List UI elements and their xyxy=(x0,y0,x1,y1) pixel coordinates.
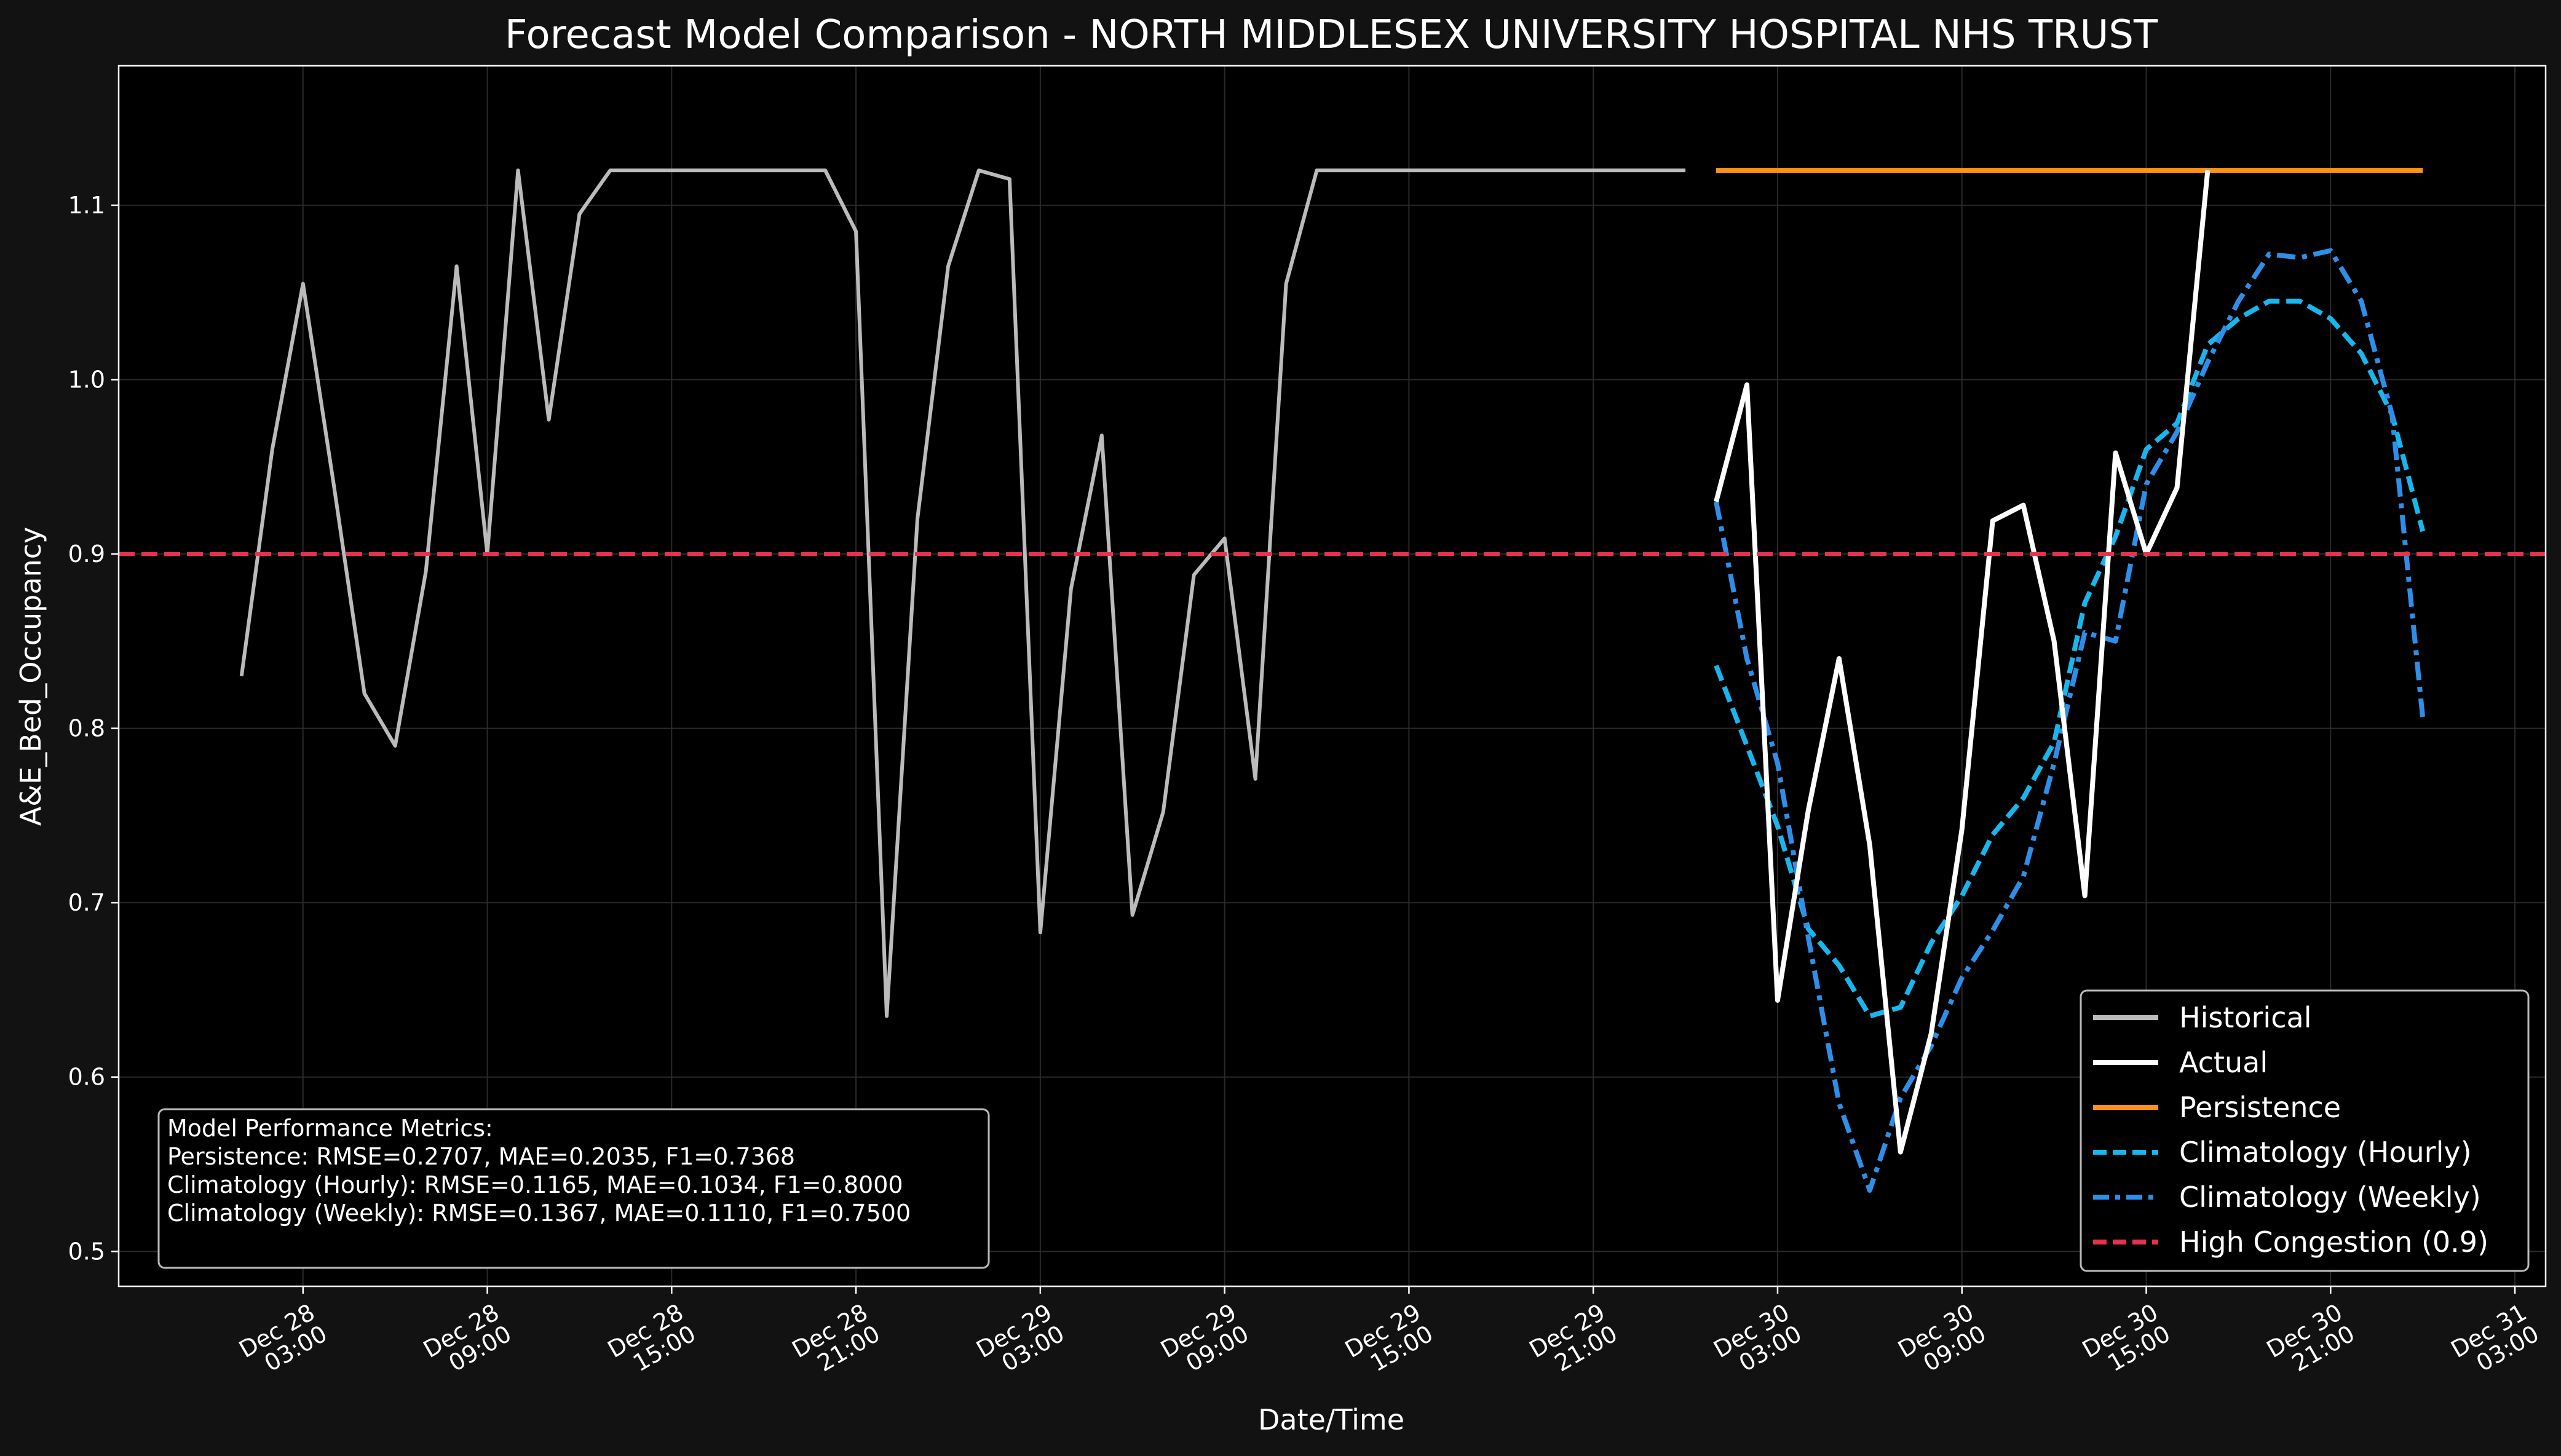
legend-label: High Congestion (0.9) xyxy=(2179,1225,2488,1259)
legend-label: Climatology (Weekly) xyxy=(2179,1181,2481,1214)
series-line-historical xyxy=(239,168,1686,1018)
y-tick-label: 0.9 xyxy=(68,540,105,568)
legend-label: Actual xyxy=(2179,1046,2268,1079)
grid-lines xyxy=(119,66,2546,1286)
metrics-title: Model Performance Metrics: xyxy=(167,1115,493,1142)
y-axis: 0.5 0.6 0.7 0.8 0.9 1.0 1.1 xyxy=(68,192,119,1265)
series-line-climatology-hourly xyxy=(1714,298,2426,1019)
metrics-box-frame xyxy=(157,1108,990,1269)
y-tick-label: 0.7 xyxy=(68,889,105,916)
legend-label: Historical xyxy=(2179,1001,2311,1034)
x-axis-label: Date/Time xyxy=(1258,1403,1404,1436)
legend-label: Climatology (Hourly) xyxy=(2179,1136,2472,1169)
y-axis-label: A&E_Bed_Occupancy xyxy=(14,527,47,826)
legend-label: Persistence xyxy=(2179,1091,2341,1124)
y-tick-label: 0.5 xyxy=(68,1238,105,1265)
series-line-actual xyxy=(1714,170,2211,1155)
series-line-climatology-weekly xyxy=(1714,248,2426,1193)
metrics-box: Model Performance Metrics: Persistence: … xyxy=(157,1108,990,1269)
metrics-line: Climatology (Weekly): RMSE=0.1367, MAE=0… xyxy=(167,1200,911,1227)
metrics-line: Climatology (Hourly): RMSE=0.1165, MAE=0… xyxy=(167,1171,903,1198)
series-layer xyxy=(239,168,2426,1193)
legend-frame xyxy=(2080,989,2530,1272)
metrics-line: Persistence: RMSE=0.2707, MAE=0.2035, F1… xyxy=(167,1143,795,1170)
chart-title: Forecast Model Comparison - NORTH MIDDLE… xyxy=(505,12,2158,58)
y-tick-label: 1.1 xyxy=(68,192,105,219)
legend: Historical Actual Persistence Climatology (… xyxy=(2080,989,2530,1272)
plot-frame xyxy=(117,65,2547,1288)
y-tick-label: 1.0 xyxy=(68,366,105,393)
y-tick-label: 0.8 xyxy=(68,715,105,742)
y-tick-label: 0.6 xyxy=(68,1064,105,1091)
